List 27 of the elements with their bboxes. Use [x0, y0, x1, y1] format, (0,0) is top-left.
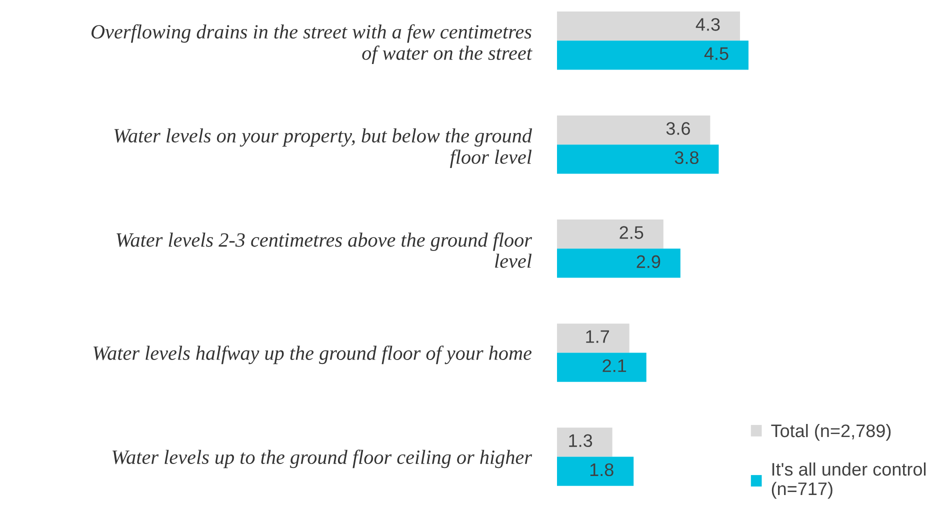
bar: [557, 352, 646, 382]
bar: [557, 115, 710, 145]
data-label: 1.3: [569, 434, 592, 448]
data-label: 1.8: [590, 463, 614, 476]
bar: [557, 428, 612, 457]
legend-label: It's all under control (n=717): [772, 462, 926, 499]
data-label: 2.5: [620, 226, 644, 239]
data-label: 1.7: [586, 330, 609, 343]
data-label: 3.6: [666, 122, 690, 135]
bar: [557, 11, 740, 41]
y-tick-label: Water levels up to the ground floor ceiling or higher: [112, 450, 532, 468]
bar: [557, 144, 719, 174]
bar: [557, 248, 680, 278]
y-tick-label: Water levels on your property, but below the ground floor level: [114, 128, 532, 168]
bar: [557, 456, 634, 486]
y-tick-label: Water levels 2-3 centimetres above the ground floor level: [116, 232, 532, 268]
y-tick-label: Overflowing drains in the street with a few centimetres of water on the street: [92, 24, 532, 64]
data-label: 3.8: [674, 151, 698, 164]
bar: [557, 40, 748, 70]
bar: [557, 324, 630, 353]
data-label: 2.1: [602, 359, 626, 372]
data-label: 4.5: [704, 47, 728, 60]
y-tick-label: Water levels halfway up the ground floor of your home: [93, 346, 532, 364]
legend-label: Total (n=2,789): [771, 424, 891, 441]
data-label: 4.3: [696, 18, 720, 31]
data-label: 2.9: [636, 255, 660, 268]
bar: [557, 220, 664, 249]
